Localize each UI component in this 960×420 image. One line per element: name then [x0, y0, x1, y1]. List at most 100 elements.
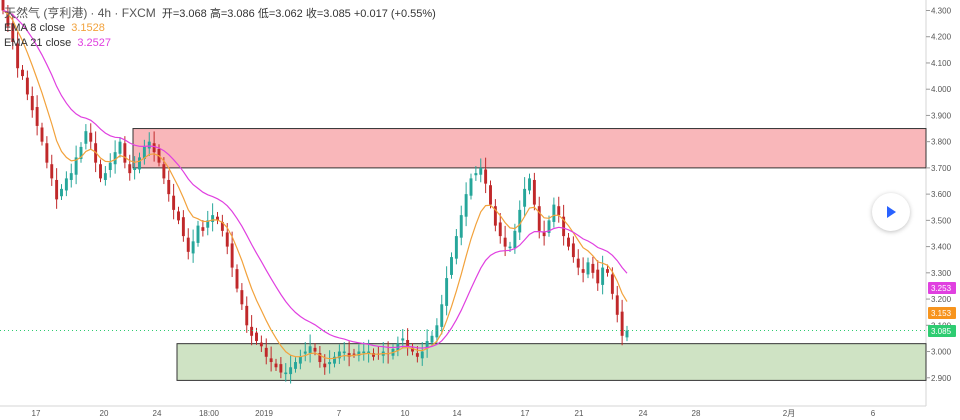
candle	[167, 179, 171, 195]
price-badge-label: 3.153	[931, 309, 952, 318]
candle	[186, 237, 190, 252]
candle	[372, 353, 375, 357]
candle	[342, 351, 346, 354]
candles-group	[1, 0, 629, 384]
candle	[235, 269, 239, 289]
candle	[99, 164, 102, 179]
candle	[606, 269, 609, 273]
x-tick-label: 28	[692, 409, 701, 418]
ema8-value: 3.1528	[71, 22, 105, 34]
candle	[513, 230, 517, 249]
candle	[401, 338, 405, 341]
candle	[406, 339, 410, 347]
x-tick-label: 6	[871, 409, 876, 418]
candle	[318, 353, 322, 363]
price-badge	[928, 325, 956, 337]
play-button[interactable]	[872, 193, 910, 231]
candle	[557, 206, 561, 216]
candle	[313, 347, 317, 352]
interval-value[interactable]: 4h	[97, 6, 112, 20]
candle	[162, 164, 166, 179]
candle	[303, 351, 307, 354]
candle	[40, 127, 44, 142]
candle	[576, 258, 580, 268]
candle	[610, 274, 614, 294]
y-tick-label: 4.300	[931, 6, 952, 15]
ema8-label: EMA 8 close	[4, 22, 66, 34]
candle	[30, 96, 34, 111]
candle	[245, 305, 249, 326]
candle	[89, 132, 93, 142]
price-badge	[928, 282, 956, 294]
candle	[298, 356, 302, 364]
symbol-title[interactable]: 天然气 (亨利港)	[4, 6, 88, 20]
candle	[328, 362, 332, 365]
candle	[445, 278, 449, 306]
candle	[562, 216, 566, 237]
candle	[498, 222, 502, 237]
candle	[1, 0, 5, 11]
candle	[279, 364, 283, 373]
x-tick-label: 17	[32, 409, 41, 418]
candle	[113, 152, 117, 165]
y-tick-label: 3.900	[931, 111, 952, 120]
ema21-line	[2, 9, 628, 349]
candle	[411, 347, 414, 352]
price-badge	[928, 307, 956, 319]
x-tick-label: 7	[337, 409, 342, 418]
x-tick-label: 14	[453, 409, 462, 418]
candle	[60, 188, 63, 197]
candle	[294, 362, 297, 369]
candle	[435, 325, 439, 338]
support-zone	[176, 343, 927, 381]
candle	[333, 356, 336, 364]
candle	[21, 69, 24, 77]
x-tick-label: 20	[100, 409, 109, 418]
ohlc-readout: 开=3.068 高=3.086 低=3.062 收=3.085 +0.017 (…	[161, 8, 436, 20]
candle	[591, 263, 595, 273]
candle	[508, 246, 512, 249]
candle	[489, 185, 492, 205]
candle	[450, 257, 453, 275]
candle	[615, 295, 619, 315]
candle	[128, 164, 132, 174]
candle	[479, 167, 483, 175]
legend-header-row: 天然气 (亨利港) · 4h · FXCM 开=3.068 高=3.086 低=…	[4, 6, 436, 21]
candle	[225, 232, 229, 247]
candle	[211, 215, 215, 222]
candle	[147, 141, 151, 149]
candle	[532, 179, 536, 205]
candle	[415, 353, 419, 357]
candle	[528, 178, 531, 191]
candle	[35, 107, 39, 126]
x-tick-label: 24	[153, 409, 162, 418]
price-badge-label: 3.085	[931, 327, 952, 336]
candle	[108, 162, 112, 170]
candle	[103, 173, 107, 180]
price-badge-label: 3.253	[931, 284, 952, 293]
candle	[571, 243, 575, 258]
y-tick-label: 3.700	[931, 164, 952, 173]
candle	[74, 157, 78, 175]
y-tick-label: 3.600	[931, 190, 952, 199]
candle	[469, 178, 473, 196]
candle	[64, 178, 68, 191]
candle	[484, 169, 488, 184]
x-tick-label: 21	[575, 409, 584, 418]
candle	[69, 173, 73, 180]
candle	[133, 167, 137, 170]
legend-ema21-row[interactable]: EMA 21 close 3.2527	[4, 36, 436, 51]
y-tick-label: 3.800	[931, 138, 952, 147]
candle	[567, 237, 570, 247]
interval-label: · 4h · FXCM	[90, 6, 156, 20]
candle	[25, 77, 29, 95]
legend-ema8-row[interactable]: EMA 8 close 3.1528	[4, 21, 436, 36]
candle	[230, 243, 234, 268]
candle	[542, 232, 546, 237]
candle	[523, 188, 527, 207]
x-tick-label: 2月	[783, 409, 795, 418]
y-tick-label: 3.300	[931, 269, 952, 278]
candle	[259, 342, 263, 347]
candle	[308, 346, 312, 354]
